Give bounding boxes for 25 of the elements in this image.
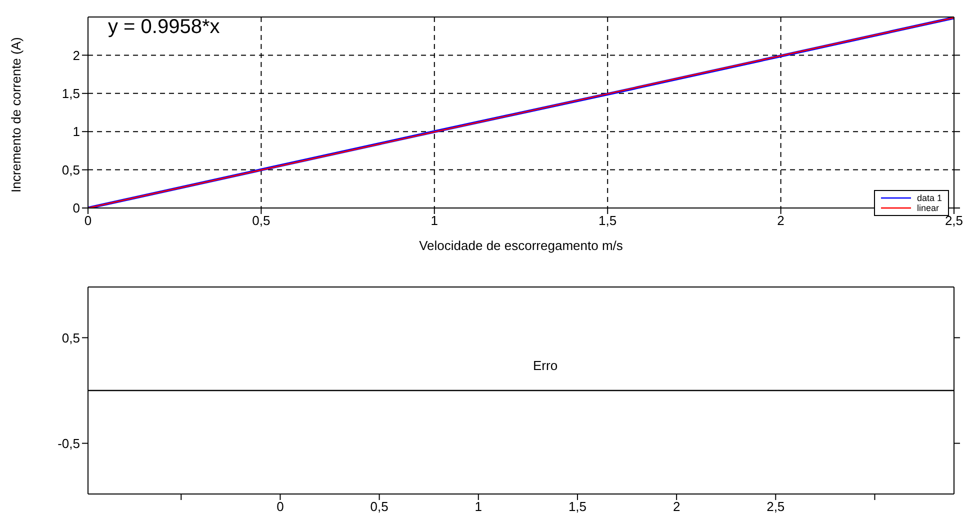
x-tick-label: 2 [672,499,680,514]
y-tick-label: -0,5 [58,436,80,451]
y-tick-label: 1,5 [62,86,80,102]
x-tick-label: 0,5 [252,213,270,228]
annotation: Erro [533,358,558,373]
x-tick-label: 1 [430,213,438,228]
x-tick-label: 2 [777,213,784,228]
y-tick-label: 1 [72,124,80,140]
annotation: y = 0.9958*x [108,16,220,39]
x-tick-label: 1 [474,499,482,514]
x-tick-label: 1,5 [568,499,587,514]
legend-label: data 1 [916,193,942,203]
y-axis-title: Incremento de corrente (A) [8,37,24,192]
x-tick-label: 2,5 [944,213,964,228]
y-tick-label: 0,5 [62,162,80,178]
y-tick-label: 0,5 [62,330,80,346]
x-tick-label: 0,5 [370,499,388,514]
x-tick-label: 1,5 [598,213,617,228]
x-axis-title: Velocidade de escorregamento m/s [419,238,624,253]
x-tick-label: 2,5 [766,499,785,514]
x-tick-label: 0 [84,213,92,228]
y-tick-label: 0 [72,200,80,216]
y-tick-label: 2 [72,48,80,63]
x-tick-label: 0 [276,499,284,514]
legend-label: linear [916,203,939,213]
